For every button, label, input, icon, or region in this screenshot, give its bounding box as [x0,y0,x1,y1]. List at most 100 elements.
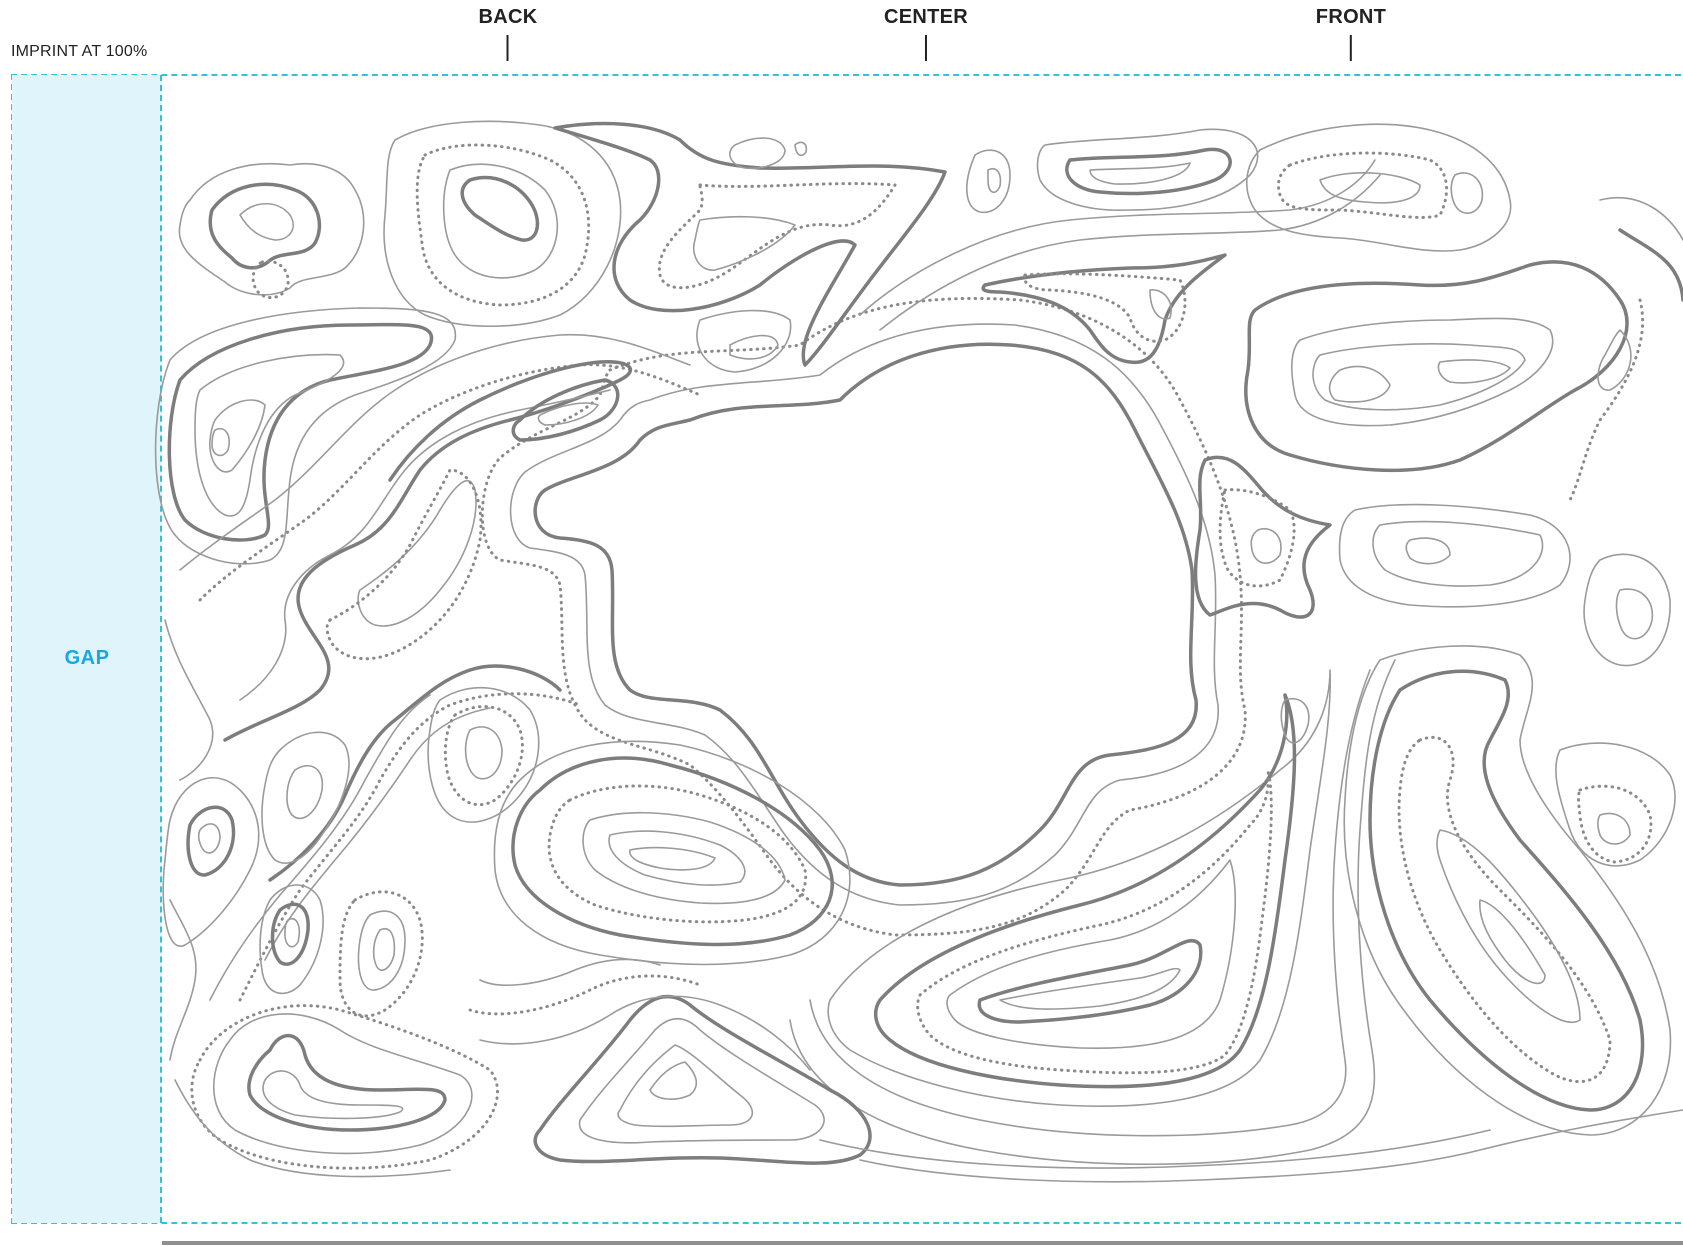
island-left-lower-3-inner [372,928,396,971]
island-top-left-outer [178,162,365,296]
edge-right-lower-dots [1577,784,1653,864]
edge-left-3 [174,1079,451,1178]
island-back-lower-inner [464,726,503,780]
sweep-bottom-1 [859,1109,1683,1183]
island-upper-small-blob-2 [794,141,808,157]
imprint-label: IMPRINT AT 100% [11,43,148,60]
island-left-lower-thick [186,805,236,877]
sweep-upper-1 [879,174,1381,331]
island-back-lower-dots [443,705,524,807]
marker-back-tick [506,35,509,61]
island-left-lower-mid-inner [286,765,324,820]
island-center-top-small-inner [987,168,1002,193]
island-left-lower-2-inner [284,918,301,948]
edge-right-mid-2 [1615,588,1654,640]
island-front-right-blob-mid [1372,520,1544,587]
island-left-upper-inner [209,399,266,473]
center-void-contour [533,342,1198,887]
marker-front: FRONT [1316,6,1386,61]
island-center-top-small [965,149,1011,214]
marker-back: BACK [479,6,538,61]
island-upper-center-inner [693,215,796,271]
marker-center-tick [925,35,927,61]
island-lower-right-thick [1368,669,1645,1112]
sweep-upper-inner [1149,289,1172,320]
island-upper-lobe-inner [729,334,779,360]
center-void-ring-dotted [480,296,1247,937]
island-left-lower-3-mid [357,910,406,991]
island-bottom-left-thick [247,1033,447,1132]
island-lower-center-thick [873,693,1297,1089]
island-left-upper-thick [167,322,434,542]
island-front-right-blob-outer [1338,503,1571,608]
band-bottom-left-dots [468,974,702,1016]
island-left-lower-2-thick [270,902,310,966]
edge-left-1 [164,619,214,781]
island-upper-lobe [696,309,792,373]
island-top-left-mid [208,182,322,270]
island-lower-right-inner-1 [1436,829,1581,1023]
edge-left-2 [169,899,197,1061]
island-center-top-outer [1036,128,1259,212]
island-front-large-inner-1 [1312,343,1526,411]
edge-right-thick [1618,228,1683,302]
island-front-mid-inner [1250,528,1282,564]
island-lower-center-outer [827,669,1332,1107]
island-upper-center-thick [553,121,947,367]
island-lower-center-inner [999,967,1181,1010]
island-back-lower-outer [427,686,540,823]
gap-label: GAP [64,647,110,669]
island-front-right-blob-inner [1405,537,1451,565]
band-bottom-left-2 [479,995,811,1071]
island-back-top-outer [383,120,622,328]
sweep-upper-thick [981,253,1227,365]
band-left-lower-dots [238,692,582,1002]
island-left-lower-3-dots [338,890,424,1018]
marker-front-label: FRONT [1315,6,1387,28]
island-back-mid-1 [582,811,786,905]
band-bottom-left-1 [479,958,661,986]
sweep-upper-2 [859,159,1376,316]
band-left-lower-2 [209,694,431,1001]
island-lower-right-outer [1343,645,1672,1136]
band-left-inner-blob [357,479,477,627]
island-bottom-back-inner-1 [617,1044,754,1128]
marker-center-label: CENTER [883,6,969,28]
sweep-bottom-2 [819,1129,1491,1169]
band-left-inner-dots [325,468,483,661]
island-back-mid-3 [629,846,716,871]
island-front-mid-dots [1218,488,1296,588]
island-lower-small-right [1280,698,1310,744]
island-front-large-inner-3 [1437,359,1511,384]
edge-right-dots [1568,298,1645,502]
sweep-lower-2 [789,659,1396,1166]
marker-front-tick [1349,35,1352,61]
edge-right-lower-inner [1596,812,1631,845]
island-back-mid-thick [511,756,834,947]
island-bottom-back-mid [578,1017,825,1144]
island-back-mid-2 [608,830,746,886]
island-center-top-inner [1089,162,1191,185]
edge-right-2 [1597,329,1632,391]
island-back-top-dots [415,143,591,307]
sweep-upper-dots [1022,272,1187,343]
island-lower-right-dots [1397,735,1612,1084]
island-left-upper-outer [154,307,457,565]
island-front-large-inner-2 [1328,365,1391,403]
island-front-top-dots [1276,151,1449,219]
island-left-lower-mid-outer [261,731,350,864]
island-back-top-thick [460,175,540,242]
band-left-small-thick [511,378,620,442]
island-front-top-mid [1319,172,1421,204]
island-front-large-thick [1244,260,1629,473]
island-upper-small-blob [729,137,786,170]
island-left-upper-small [211,428,230,457]
island-front-top-outer [1245,123,1512,252]
island-back-mid-dots [547,784,808,924]
island-upper-center-dots [657,182,897,290]
edge-right-mid-1 [1583,553,1671,667]
marker-back-label: BACK [478,6,538,28]
island-lower-right-inner-2 [1479,899,1546,985]
island-top-left-inner [239,202,294,241]
